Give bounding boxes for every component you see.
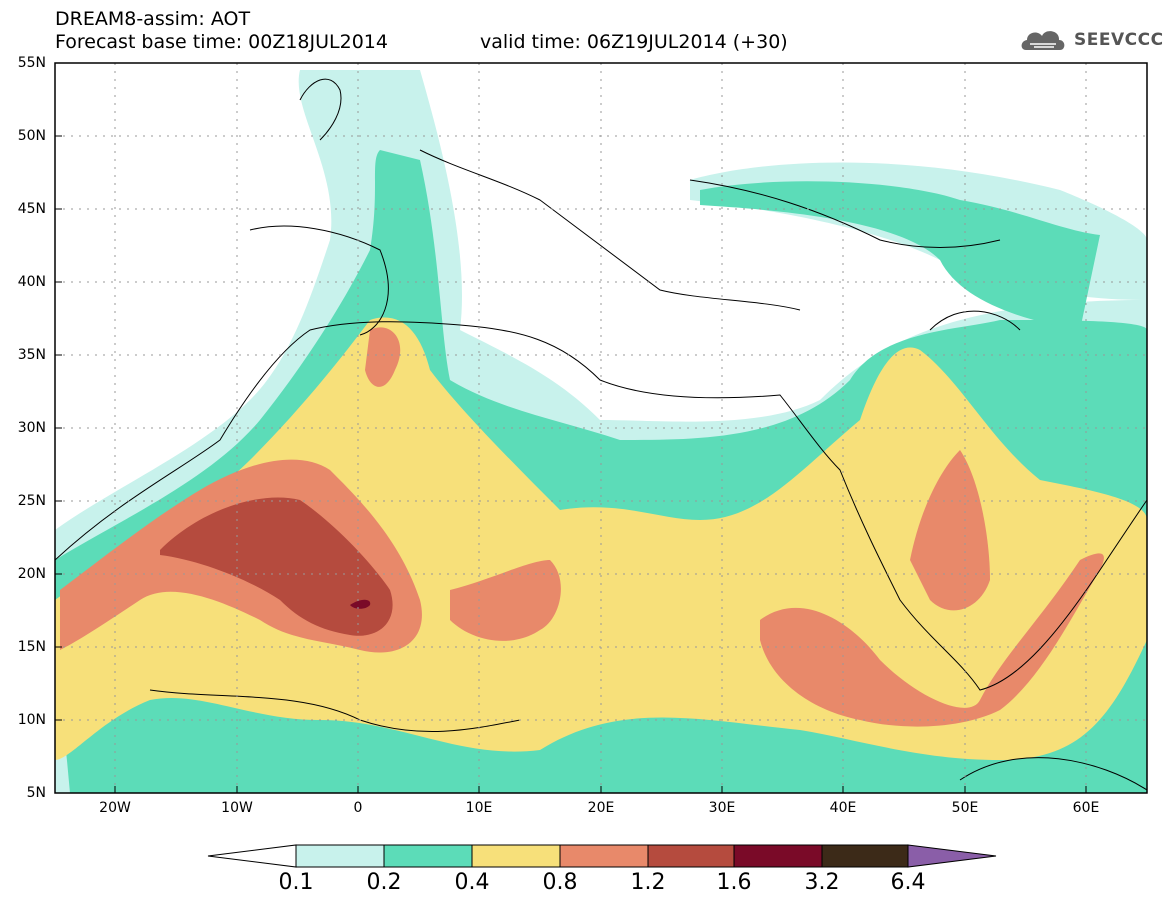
- lat-label: 55N: [17, 55, 46, 71]
- colorbar-label: 1.6: [716, 870, 752, 895]
- colorbar-segment: [733, 844, 823, 868]
- lon-label: 50E: [951, 800, 979, 816]
- lat-label: 30N: [17, 420, 46, 436]
- lat-label: 10N: [17, 712, 46, 728]
- colorbar-label: 1.2: [630, 870, 666, 895]
- colorbar-segment: [295, 844, 385, 868]
- lon-label: 60E: [1072, 800, 1100, 816]
- lon-label: 10E: [465, 800, 493, 816]
- colorbar-segment: [471, 844, 561, 868]
- cloud-logo-icon: [1021, 31, 1065, 50]
- lat-label: 50N: [17, 128, 46, 144]
- valid-time: valid time: 06Z19JUL2014 (+30): [480, 31, 788, 53]
- colorbar-label: 6.4: [890, 870, 926, 895]
- colorbar-segment: [383, 844, 473, 868]
- coastlines: [55, 78, 1147, 791]
- aot-band-0-2-north: [700, 181, 1100, 330]
- colorbar-segment-below: [207, 844, 297, 868]
- aot-band-0-8-c: [760, 553, 1104, 727]
- lon-label: 40E: [829, 800, 857, 816]
- lat-label: 5N: [26, 785, 46, 801]
- aot-band-1-6: [350, 599, 371, 609]
- lon-label: 10W: [221, 800, 253, 816]
- lon-label: 20E: [587, 800, 615, 816]
- lon-label: 30E: [708, 800, 736, 816]
- colorbar-label: 0.4: [454, 870, 490, 895]
- aot-band-1-2: [160, 497, 393, 636]
- colorbar-segment: [821, 844, 909, 868]
- aot-band-0-8-d: [910, 450, 990, 611]
- lat-label: 20N: [17, 566, 46, 582]
- lat-label: 15N: [17, 639, 46, 655]
- colorbar-segment: [559, 844, 649, 868]
- lat-label: 35N: [17, 347, 46, 363]
- lon-label: 20W: [99, 800, 131, 816]
- aot-band-0-8-b: [450, 560, 561, 641]
- colorbar-label: 0.1: [278, 870, 314, 895]
- forecast-base-time: Forecast base time: 00Z18JUL2014: [55, 31, 388, 53]
- lat-label: 45N: [17, 201, 46, 217]
- colorbar-label: 0.8: [542, 870, 578, 895]
- aot-band-0-8-e: [365, 327, 401, 387]
- logo-text: SEEVCCC: [1074, 30, 1164, 50]
- model-title: DREAM8-assim: AOT: [55, 8, 251, 30]
- lat-label: 40N: [17, 274, 46, 290]
- colorbar-label: 0.2: [366, 870, 402, 895]
- colorbar-segment: [647, 844, 735, 868]
- lon-label: 0: [353, 800, 363, 816]
- colorbar-segment-above: [907, 844, 997, 868]
- axis-ticks: [55, 62, 1087, 793]
- grid-lines: [55, 63, 1147, 793]
- colorbar-label: 3.2: [804, 870, 840, 895]
- lat-label: 25N: [17, 493, 46, 509]
